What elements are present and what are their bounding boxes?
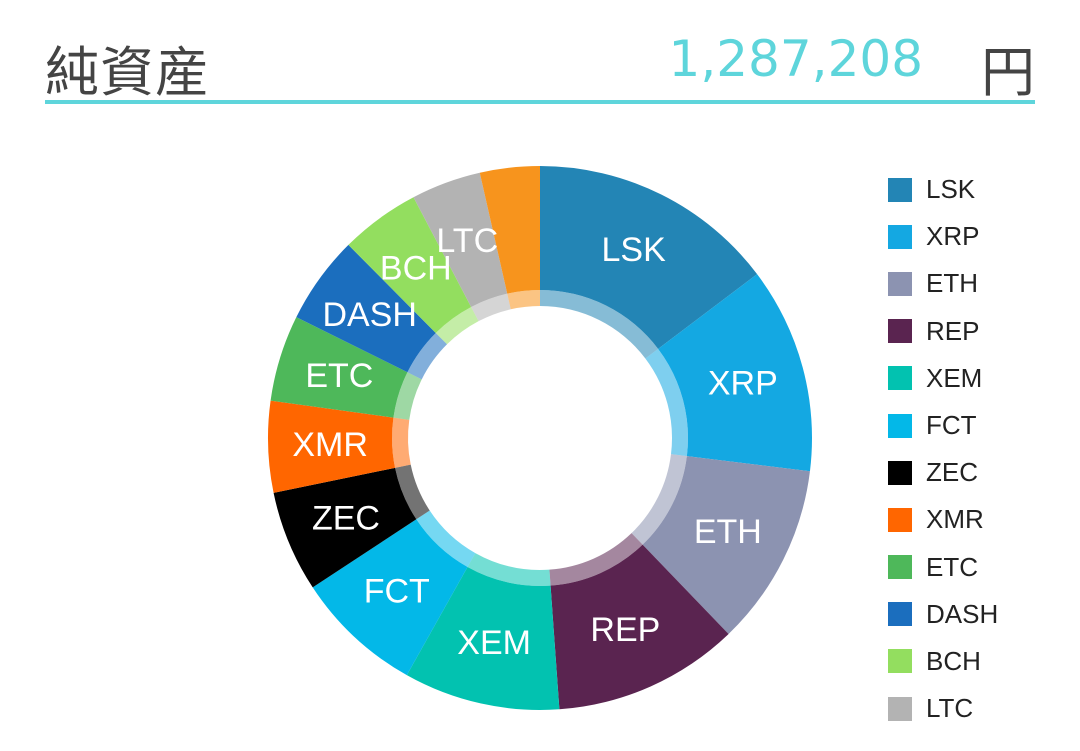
inner-ring-xmr <box>392 417 411 468</box>
slice-dash <box>296 244 436 373</box>
legend-swatch <box>888 460 912 485</box>
legend-item-eth: ETH <box>888 260 998 307</box>
inner-ring-fct <box>416 510 476 568</box>
slice-label-dash: DASH <box>322 296 416 334</box>
slice-slice-12 <box>479 166 540 294</box>
legend-label: ETH <box>926 268 978 299</box>
inner-ring-dash <box>407 332 448 380</box>
legend-swatch <box>888 602 912 627</box>
legend-item-zec: ZEC <box>888 449 998 496</box>
legend-swatch <box>888 555 912 580</box>
inner-ring-xrp <box>645 348 688 457</box>
inner-ring-etc <box>393 372 422 420</box>
inner-ring-bch <box>435 306 479 345</box>
slice-label-lsk: LSK <box>601 231 666 269</box>
slice-xmr <box>268 400 396 493</box>
legend-label: ZEC <box>926 457 978 488</box>
slice-ltc <box>413 172 508 307</box>
slice-bch <box>348 197 472 333</box>
inner-ring-xem <box>467 553 551 586</box>
inner-ring-eth <box>631 454 687 545</box>
legend-swatch <box>888 224 912 249</box>
legend-label: XMR <box>926 504 984 535</box>
inner-ring-ltc <box>471 293 511 322</box>
slice-label-xrp: XRP <box>708 365 778 403</box>
legend-item-bch: BCH <box>888 638 998 685</box>
legend-swatch <box>888 649 912 674</box>
legend-item-rep: REP <box>888 308 998 355</box>
slice-fct <box>312 519 468 676</box>
inner-ring-slice-12 <box>507 290 540 310</box>
legend-label: XRP <box>926 221 980 252</box>
slice-label-etc: ETC <box>305 357 373 395</box>
legend-label: FCT <box>926 410 977 441</box>
donut-hole <box>410 308 670 568</box>
inner-ring-zec <box>395 464 430 520</box>
slice-lsk <box>540 166 758 349</box>
slice-label-xmr: XMR <box>292 426 368 464</box>
legend-item-etc: ETC <box>888 544 998 591</box>
legend-swatch <box>888 366 912 391</box>
legend-label: DASH <box>926 598 999 629</box>
net-assets-header: 純資産 1,287,208 円 <box>45 20 1035 104</box>
legend-item-dash: DASH <box>888 591 998 638</box>
slice-label-zec: ZEC <box>312 499 380 537</box>
inner-ring-lsk <box>540 290 659 359</box>
legend-label: LSK <box>926 174 976 205</box>
slice-eth <box>642 456 810 635</box>
slice-xem <box>406 567 560 710</box>
legend-item-xmr: XMR <box>888 496 998 543</box>
legend-label: ETC <box>926 551 978 582</box>
legend-swatch <box>888 507 912 532</box>
slice-etc <box>270 317 408 418</box>
slice-label-eth: ETH <box>694 513 762 551</box>
chart-legend: LSK XRP ETH REP XEM FCT ZEC XMR ETC DASH BCH LTC <box>888 166 998 732</box>
legend-item-xrp: XRP <box>888 213 998 260</box>
slice-xrp <box>658 274 812 472</box>
legend-label: REP <box>926 315 980 346</box>
slice-rep <box>550 544 729 710</box>
currency-unit: 円 <box>981 41 1035 104</box>
legend-item-ltc: LTC <box>888 685 998 732</box>
legend-label: XEM <box>926 362 983 393</box>
legend-swatch <box>888 413 912 438</box>
legend-item-lsk: LSK <box>888 166 998 213</box>
legend-swatch <box>888 319 912 344</box>
page-title: 純資産 <box>45 41 210 104</box>
slice-label-xem: XEM <box>457 624 531 662</box>
slice-label-ltc: LTC <box>436 222 498 260</box>
inner-ring-rep <box>549 533 643 586</box>
legend-item-xem: XEM <box>888 355 998 402</box>
legend-swatch <box>888 696 912 721</box>
legend-item-fct: FCT <box>888 402 998 449</box>
legend-swatch <box>888 177 912 202</box>
net-assets-amount: 1,287,208 <box>668 30 923 88</box>
legend-label: BCH <box>926 645 981 676</box>
legend-label: LTC <box>926 693 974 724</box>
slice-label-bch: BCH <box>380 250 452 288</box>
slice-zec <box>273 467 417 588</box>
slice-label-fct: FCT <box>364 573 430 611</box>
slice-label-rep: REP <box>590 611 660 649</box>
legend-swatch <box>888 271 912 296</box>
